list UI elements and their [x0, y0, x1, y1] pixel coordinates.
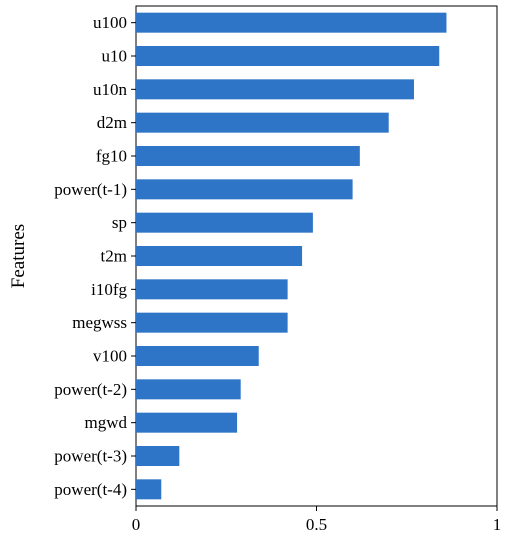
y-tick-label: fg10	[96, 147, 127, 166]
bar-u10n	[136, 79, 414, 100]
bar-i10fg	[136, 279, 288, 300]
y-tick-label: power(t-4)	[54, 480, 127, 499]
bar-megwss	[136, 312, 288, 333]
y-tick-label: v100	[93, 347, 127, 366]
bar-sp	[136, 212, 313, 233]
x-tick-label: 0	[132, 515, 141, 534]
y-tick-labels: u100 u10 u10n d2m fg10 power(t-1) sp t2m i10fg me…	[54, 13, 136, 499]
bar-v100	[136, 346, 259, 366]
y-tick-label: power(t-2)	[54, 380, 127, 399]
bar-u10	[136, 46, 440, 66]
y-tick-label: t2m	[101, 247, 127, 266]
bar-power-t-3	[136, 446, 180, 466]
bar-t2m	[136, 246, 303, 266]
bars-group	[136, 12, 447, 500]
y-tick-label: power(t-1)	[54, 180, 127, 199]
bar-u100	[136, 12, 447, 33]
y-tick-label: u100	[93, 13, 127, 32]
y-axis-title: Features	[8, 224, 29, 288]
bar-power-t-1	[136, 179, 353, 200]
bar-mgwd	[136, 412, 238, 433]
bar-power-t-4	[136, 479, 162, 500]
y-tick-label: u10	[102, 47, 128, 66]
y-tick-label: mgwd	[85, 413, 128, 432]
y-tick-label: u10n	[93, 80, 128, 99]
y-tick-label: megwss	[72, 313, 127, 332]
bar-d2m	[136, 112, 389, 133]
y-tick-label: i10fg	[91, 280, 127, 299]
bar-fg10	[136, 146, 360, 166]
y-tick-label: d2m	[97, 113, 127, 132]
x-tick-label: 1	[493, 515, 502, 534]
x-ticks-group: 0 0.5 1	[132, 506, 502, 534]
bar-power-t-2	[136, 379, 241, 400]
y-tick-label: sp	[112, 213, 127, 232]
x-tick-label: 0.5	[306, 515, 327, 534]
y-tick-label: power(t-3)	[54, 447, 127, 466]
